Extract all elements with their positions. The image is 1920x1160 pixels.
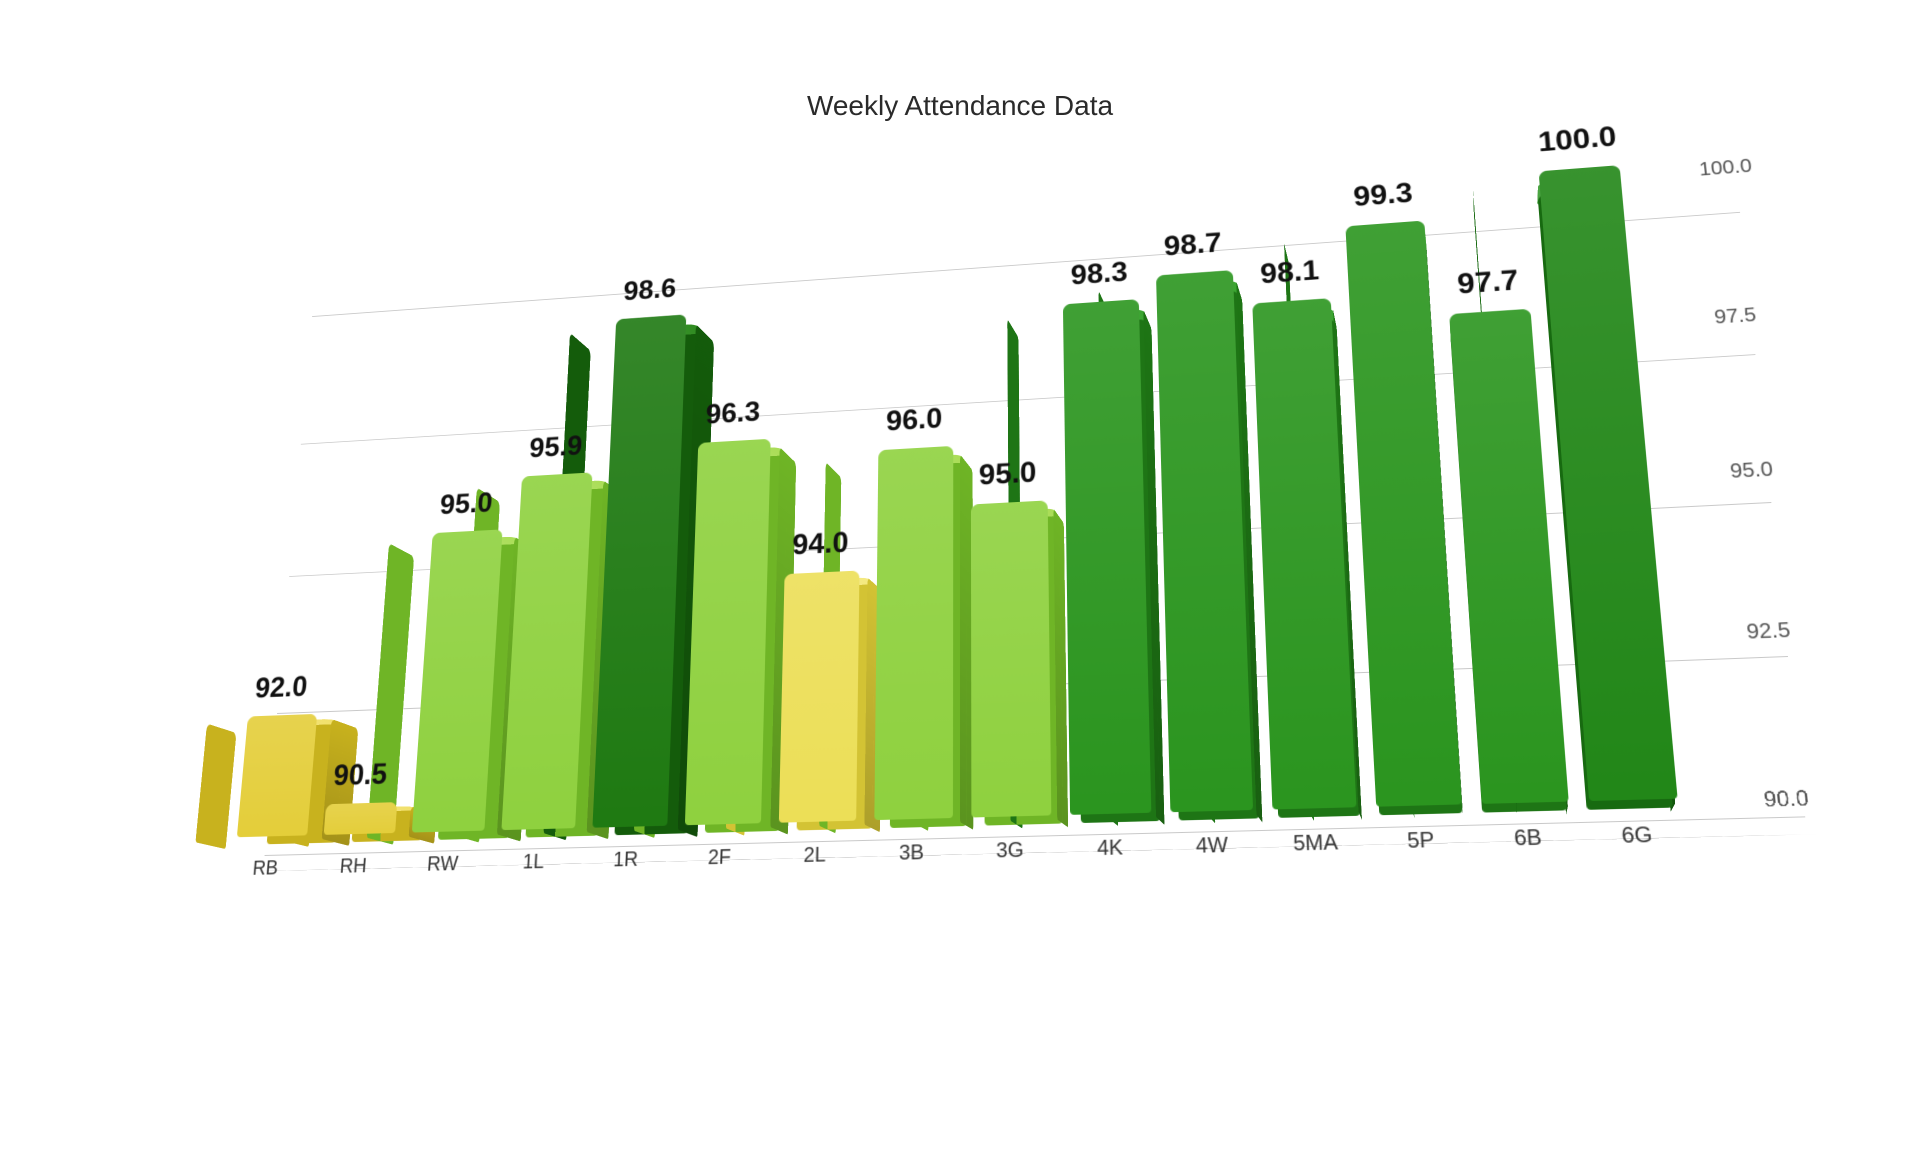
x-category-label: 1R	[577, 847, 675, 873]
bar	[1160, 280, 1256, 816]
x-category-label: 5MA	[1261, 830, 1371, 858]
x-category-label: RH	[306, 854, 400, 879]
bar	[1255, 308, 1358, 814]
x-category-label: 1L	[485, 850, 582, 876]
x-category-label: 3B	[861, 840, 963, 867]
bar-value-label: 95.0	[939, 454, 1077, 495]
bar	[514, 480, 604, 834]
chart-world: 90.092.595.097.5100.092.0RB90.5RH95.0RW9…	[221, 151, 1804, 1082]
x-category-label: RB	[219, 856, 312, 881]
bar	[604, 324, 696, 832]
bar	[1347, 232, 1462, 811]
y-tick-label: 95.0	[1729, 458, 1774, 484]
x-category-label: 4W	[1158, 833, 1266, 861]
y-tick-label: 100.0	[1698, 156, 1753, 182]
bar	[977, 508, 1057, 821]
bar-value-label: 96.0	[847, 400, 982, 440]
chart-scene: 90.092.595.097.5100.092.0RB90.5RH95.0RW9…	[200, 180, 1720, 1060]
bar-value-label: 98.3	[1031, 254, 1168, 295]
bar	[338, 806, 411, 838]
bar-value-label: 98.6	[586, 270, 713, 310]
bar-value-label: 95.0	[403, 485, 531, 524]
x-category-label: 5P	[1365, 827, 1477, 855]
bar	[882, 454, 960, 824]
x-category-label: 3G	[958, 838, 1062, 865]
y-tick-label: 97.5	[1713, 304, 1757, 329]
chart-title: Weekly Attendance Data	[0, 90, 1920, 122]
x-category-label: 2L	[765, 843, 866, 870]
x-category-label: RW	[395, 852, 490, 878]
x-category-label: 6B	[1471, 825, 1585, 853]
bar-value-label: 97.7	[1414, 261, 1562, 304]
y-tick-label: 90.0	[1763, 787, 1810, 814]
bar-value-label: 100.0	[1504, 118, 1652, 161]
x-category-label: 6G	[1579, 822, 1696, 851]
y-tick-label: 92.5	[1745, 619, 1791, 645]
bar	[788, 577, 868, 826]
bar-value-label: 99.3	[1312, 174, 1456, 216]
bar	[1450, 319, 1568, 809]
bar-value-label: 95.9	[492, 428, 620, 467]
bar-value-label: 92.0	[218, 669, 345, 707]
x-category-label: 2F	[670, 845, 769, 871]
bar	[695, 447, 780, 829]
chart-container: Weekly Attendance Data 90.0 92.5 95.0 97.5 1…	[0, 0, 1920, 1160]
bar	[425, 537, 514, 837]
bar-value-label: 90.5	[295, 756, 425, 794]
x-category-label: 4K	[1058, 835, 1164, 862]
bar-value-label: 98.1	[1219, 251, 1361, 293]
bar	[1068, 310, 1156, 820]
bar-value-label: 94.0	[753, 524, 888, 564]
